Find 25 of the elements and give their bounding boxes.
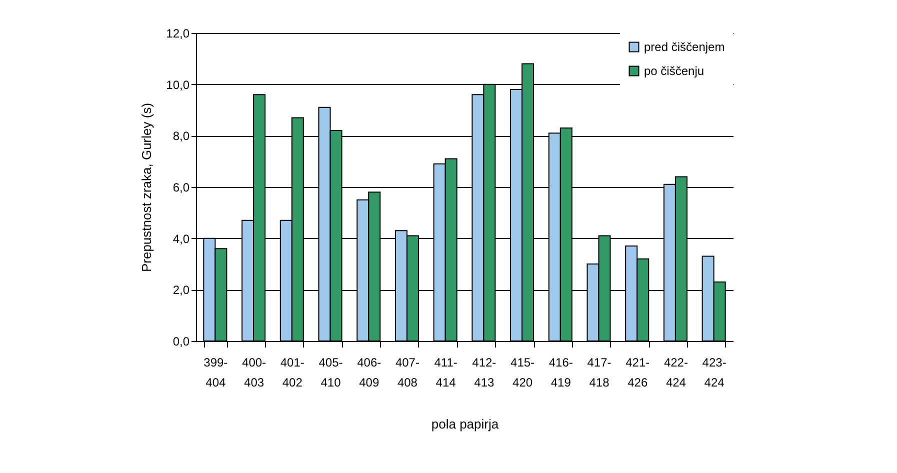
legend-label: pred čiščenjem xyxy=(644,40,725,54)
x-tick-label: 411-414 xyxy=(434,356,458,390)
y-tick-label: 2,0 xyxy=(172,283,190,298)
y-tick-label: 8,0 xyxy=(172,129,190,144)
x-tick-label: 412-413 xyxy=(472,356,496,390)
x-tick-label: 423-424 xyxy=(702,356,726,390)
legend-label: po čiščenju xyxy=(644,64,704,78)
x-tick-label: 415-420 xyxy=(510,356,535,390)
x-tick-label: 401-402 xyxy=(280,356,304,390)
x-tick-label: 422-424 xyxy=(664,356,688,390)
x-tick-label: 405-410 xyxy=(318,356,343,390)
x-tick-label: 407-408 xyxy=(395,356,420,390)
y-tick-label: 4,0 xyxy=(172,232,190,246)
x-tick-label: 406-409 xyxy=(357,356,382,390)
x-tick-label: 421-426 xyxy=(626,356,650,390)
x-tick-label: 417-418 xyxy=(587,356,612,390)
x-tick-label: 416-419 xyxy=(548,356,573,390)
y-axis-title: Prepustnost zraka, Gurley (s) xyxy=(139,102,154,272)
y-tick-label: 10,0 xyxy=(166,78,190,92)
y-tick-label: 12,0 xyxy=(166,26,190,40)
x-tick-label: 400-403 xyxy=(242,356,266,390)
x-axis-title: pola papirja xyxy=(431,416,500,432)
x-tick-label: 399-404 xyxy=(204,356,228,390)
y-tick-label: 6,0 xyxy=(172,180,190,194)
y-tick-label: 0,0 xyxy=(172,334,190,348)
